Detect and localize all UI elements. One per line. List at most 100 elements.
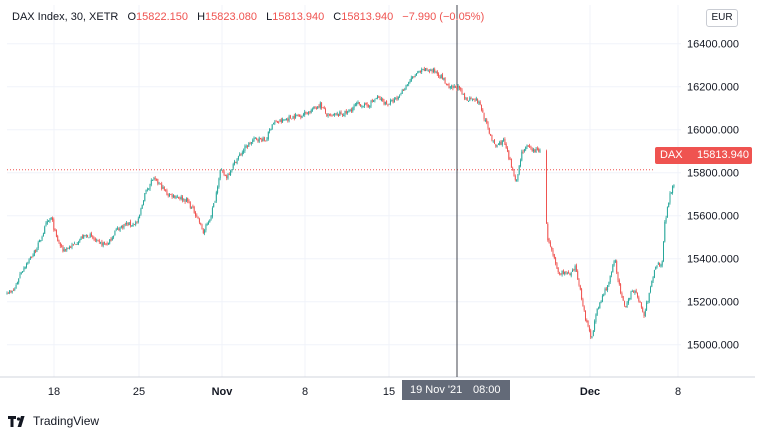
candle-body bbox=[670, 192, 672, 194]
candle-body bbox=[635, 290, 637, 293]
candle-body bbox=[146, 189, 148, 191]
candle-body bbox=[477, 98, 479, 104]
candle-body bbox=[309, 111, 311, 113]
candle-body bbox=[344, 110, 346, 116]
candle-body bbox=[104, 242, 105, 244]
candle-body bbox=[599, 302, 601, 309]
time-axis-labels[interactable]: 18 25 Nov 8 15 Dec 8 bbox=[48, 386, 681, 398]
candle-body bbox=[588, 327, 590, 331]
candle-body bbox=[522, 151, 524, 153]
y-tick-label: 16400.000 bbox=[687, 39, 739, 51]
candle-body bbox=[247, 145, 248, 148]
candle-body bbox=[417, 71, 419, 73]
candle-body bbox=[157, 179, 159, 184]
candle-body bbox=[32, 255, 34, 258]
candle-body bbox=[401, 90, 403, 94]
legend-symbol[interactable]: DAX Index, 30, XETR bbox=[12, 11, 119, 23]
candle-body bbox=[284, 119, 286, 121]
candle-body bbox=[274, 122, 276, 124]
candle-body bbox=[139, 214, 141, 219]
price-axis-labels[interactable]: 15000.000 15200.000 15400.000 15600.000 1580… bbox=[687, 39, 739, 352]
candle-body bbox=[123, 224, 125, 228]
candle-body bbox=[114, 230, 116, 236]
candle-body bbox=[273, 122, 274, 124]
candle-body bbox=[289, 115, 291, 119]
candle-body bbox=[182, 196, 183, 201]
candle-body bbox=[267, 131, 269, 140]
candle-body bbox=[625, 305, 627, 307]
candle-body bbox=[217, 186, 219, 193]
candle-body bbox=[587, 321, 589, 327]
candle-body bbox=[271, 124, 273, 130]
candle-body bbox=[483, 113, 485, 120]
candle-body bbox=[206, 223, 208, 226]
candle-body bbox=[256, 138, 258, 140]
candle-body bbox=[313, 106, 315, 109]
candle-body bbox=[396, 97, 398, 100]
candle-body bbox=[248, 143, 250, 147]
x-tick-label: 18 bbox=[48, 386, 60, 398]
candle-body bbox=[509, 158, 511, 160]
candle-body bbox=[432, 68, 434, 72]
candle-body bbox=[492, 140, 494, 142]
candle-body bbox=[35, 249, 37, 252]
candle-body bbox=[36, 248, 38, 252]
candle-body bbox=[380, 98, 382, 101]
candle-body bbox=[586, 320, 588, 322]
candle-body bbox=[326, 113, 328, 117]
candle-body bbox=[166, 190, 168, 195]
candle-body bbox=[328, 114, 330, 116]
candle-body bbox=[302, 114, 304, 116]
candle-body bbox=[257, 139, 259, 142]
candle-body bbox=[414, 75, 416, 77]
candle-body bbox=[551, 246, 553, 250]
candle-body bbox=[647, 301, 649, 303]
candle-body bbox=[113, 235, 115, 238]
candle-body bbox=[427, 70, 429, 72]
candle-body bbox=[14, 288, 16, 290]
candle-body bbox=[191, 206, 193, 208]
candle-body bbox=[611, 272, 612, 276]
candle-body bbox=[503, 139, 505, 141]
candle-body bbox=[362, 106, 364, 108]
candle-body bbox=[426, 67, 428, 70]
candle-body bbox=[195, 212, 196, 216]
candle-body bbox=[50, 217, 52, 220]
candle-body bbox=[49, 219, 51, 222]
candle-body bbox=[660, 265, 662, 267]
candle-body bbox=[470, 98, 472, 100]
candle-body bbox=[18, 278, 20, 283]
candle-body bbox=[291, 118, 293, 120]
candle-body bbox=[652, 277, 654, 282]
candle-body bbox=[348, 110, 350, 113]
candle-body bbox=[378, 96, 380, 98]
candle-body bbox=[106, 243, 108, 245]
candle-body bbox=[638, 297, 640, 301]
candle-body bbox=[297, 115, 299, 116]
candle-body bbox=[335, 113, 337, 115]
currency-button[interactable]: EUR bbox=[706, 9, 738, 27]
candle-body bbox=[566, 272, 568, 274]
candle-body bbox=[539, 150, 541, 153]
candle-body bbox=[85, 235, 87, 237]
candle-body bbox=[11, 290, 13, 293]
candle-body bbox=[508, 150, 510, 159]
candle-body bbox=[232, 164, 234, 169]
candle-body bbox=[149, 184, 151, 190]
candle-body bbox=[347, 111, 349, 113]
candle-body bbox=[253, 138, 255, 142]
candle-body bbox=[15, 284, 17, 289]
candle-body bbox=[633, 291, 635, 293]
candle-body bbox=[409, 81, 411, 83]
candle-body bbox=[370, 101, 372, 107]
candle-body bbox=[167, 194, 169, 196]
brand-name: TradingView bbox=[33, 414, 100, 428]
tradingview-logo[interactable]: TradingView bbox=[8, 414, 99, 428]
candle-body bbox=[447, 84, 449, 85]
candle-body bbox=[7, 292, 9, 294]
candle-body bbox=[282, 119, 284, 123]
tradingview-icon bbox=[8, 415, 25, 427]
candle-body bbox=[491, 134, 493, 141]
candle-body bbox=[573, 269, 575, 271]
